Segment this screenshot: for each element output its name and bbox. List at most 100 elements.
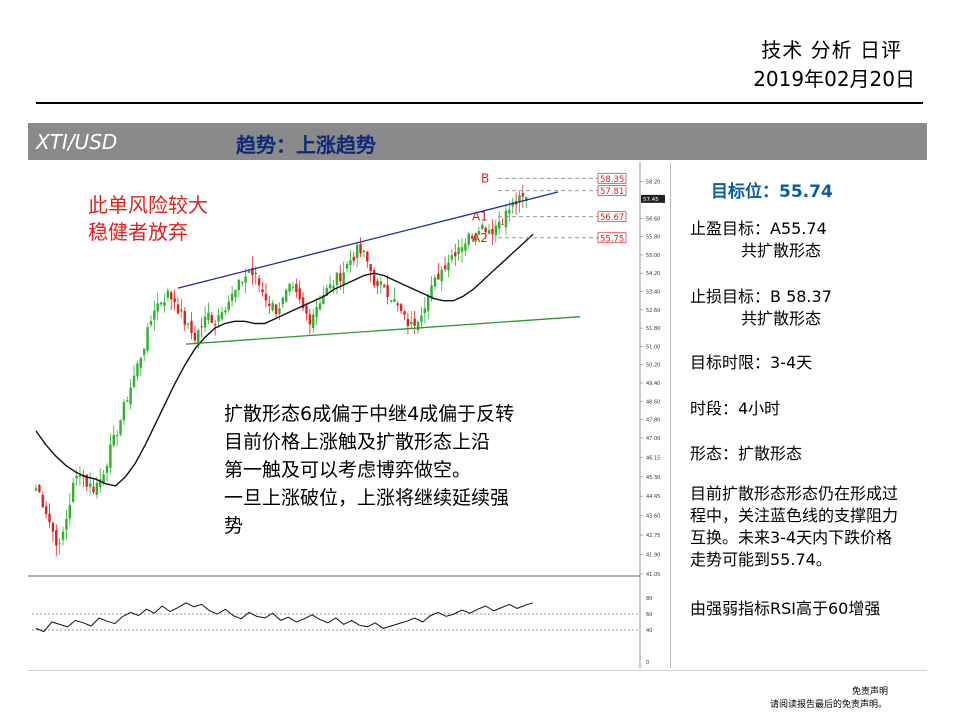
candle-body [68, 504, 72, 519]
candle-body [268, 303, 271, 306]
candle-body [312, 314, 315, 329]
candle-body [281, 297, 285, 305]
candle-body [295, 283, 298, 292]
candle-body [379, 281, 383, 285]
candle-body [244, 276, 247, 283]
candle-body [85, 474, 88, 487]
lower-trendline [185, 316, 581, 345]
candle-body [308, 314, 312, 325]
candle-body [366, 251, 369, 262]
candle-body [257, 278, 261, 286]
candle-body [51, 522, 55, 532]
candle-body [217, 315, 220, 322]
candle-body [315, 306, 318, 318]
candle-body [220, 312, 224, 320]
report-title: 技术 分析 日评 [761, 38, 902, 62]
risk-warning-line: 稳健者放弃 [88, 220, 188, 244]
candle-body [386, 285, 389, 297]
annotation-line: 势 [224, 515, 244, 537]
analysis-sidebar: 目标位：55.74 止盈目标：A55.74 共扩散形态 止损目标：B 58.37… [670, 163, 928, 668]
candle-body [443, 265, 447, 270]
header-divider [36, 102, 923, 104]
candle-body [237, 279, 241, 291]
disclaimer-text: 请阅读报告最后的免责声明。 [770, 700, 888, 710]
level-box [597, 211, 627, 223]
y-tick-label: 41.90 [646, 553, 660, 559]
candle-body [126, 400, 129, 402]
candle-body [186, 323, 190, 325]
candle-body [501, 223, 504, 225]
candle-body [109, 444, 112, 468]
outlook-line: 走势可能到55.74。 [690, 550, 832, 569]
candle-body [102, 474, 105, 484]
candle-body [413, 318, 416, 326]
symbol-label: XTI/USD [36, 130, 118, 154]
y-tick-label: 58.20 [646, 180, 660, 186]
annotation-line: 目前价格上涨触及扩散形态上沿 [224, 431, 491, 453]
y-tick-label: 51.00 [646, 344, 660, 350]
y-tick-label: 55.80 [646, 235, 660, 241]
target-level: 目标位：55.74 [711, 182, 833, 202]
y-tick-label: 53.40 [646, 290, 660, 296]
candle-body [278, 308, 281, 315]
candle-body [105, 465, 109, 473]
candle-body [508, 209, 511, 214]
candle-body [437, 273, 440, 280]
candle-body [352, 256, 356, 261]
candle-body [156, 303, 159, 312]
candle-body [58, 543, 61, 545]
candle-body [153, 310, 156, 320]
trend-label: 趋势：上涨趋势 [236, 133, 376, 157]
candle-body [170, 292, 173, 300]
outlook-line: 程中，关注蓝色线的支撑阻力 [690, 506, 899, 525]
candle-body [136, 363, 139, 377]
candle-body [484, 227, 487, 233]
candle-body [159, 302, 163, 305]
candle-body [362, 250, 366, 253]
level-value: 56.67 [600, 213, 624, 223]
candle-body [234, 289, 237, 298]
rsi-tick-label: 0 [646, 660, 649, 666]
stop-loss-sub: 共扩散形态 [741, 309, 822, 328]
candle-body [207, 312, 210, 321]
candle-body [525, 197, 528, 202]
candle-body [518, 195, 521, 203]
candle-body [450, 255, 454, 260]
candle-body [416, 321, 420, 331]
annotation-line: 第一触及可以考虑博弈做空。 [224, 459, 472, 481]
candle-body [183, 311, 186, 325]
candle-body [48, 513, 51, 523]
annotation-line: 扩散形态6成偏于中继4成偏于反转 [224, 403, 515, 425]
outlook-paragraph: 目前扩散形态形态仍在形成过 程中，关注蓝色线的支撑阻力 互换。未来3-4天内下跌… [690, 483, 930, 571]
candle-body [132, 375, 136, 388]
candle-body [389, 300, 393, 302]
candle-body [139, 358, 143, 368]
candle-body [345, 264, 349, 269]
risk-warning-line: 此单风险较大 [88, 193, 208, 217]
candle-body [301, 297, 305, 309]
rsi-tick-label: 60 [646, 612, 652, 618]
candle-body [511, 201, 514, 207]
rsi-note: 由强弱指标RSI高于60增强 [690, 599, 881, 618]
candle-body [474, 234, 477, 242]
candle-body [34, 488, 38, 491]
candle-body [355, 244, 359, 258]
candle-body [213, 324, 217, 326]
candle-body [504, 210, 508, 228]
candle-body [383, 285, 386, 288]
level-box [597, 232, 627, 244]
candle-body [305, 305, 308, 314]
y-tick-label: 47.00 [646, 436, 660, 442]
candle-body [75, 475, 78, 479]
report-date: 2019年02月20日 [753, 67, 915, 91]
price-chart: 58.20 57.45 56.60 55.80 55.00 54.20 53.40 52.60… [28, 162, 665, 668]
candle-body [271, 303, 274, 311]
candle-body [342, 272, 345, 285]
candle-body [288, 283, 291, 292]
candle-body [426, 295, 430, 311]
candle-body [146, 327, 149, 351]
candle-body [328, 284, 332, 289]
outlook-line: 目前扩散形态形态仍在形成过 [690, 484, 899, 503]
candle-body [420, 315, 423, 322]
candle-body [163, 301, 166, 306]
